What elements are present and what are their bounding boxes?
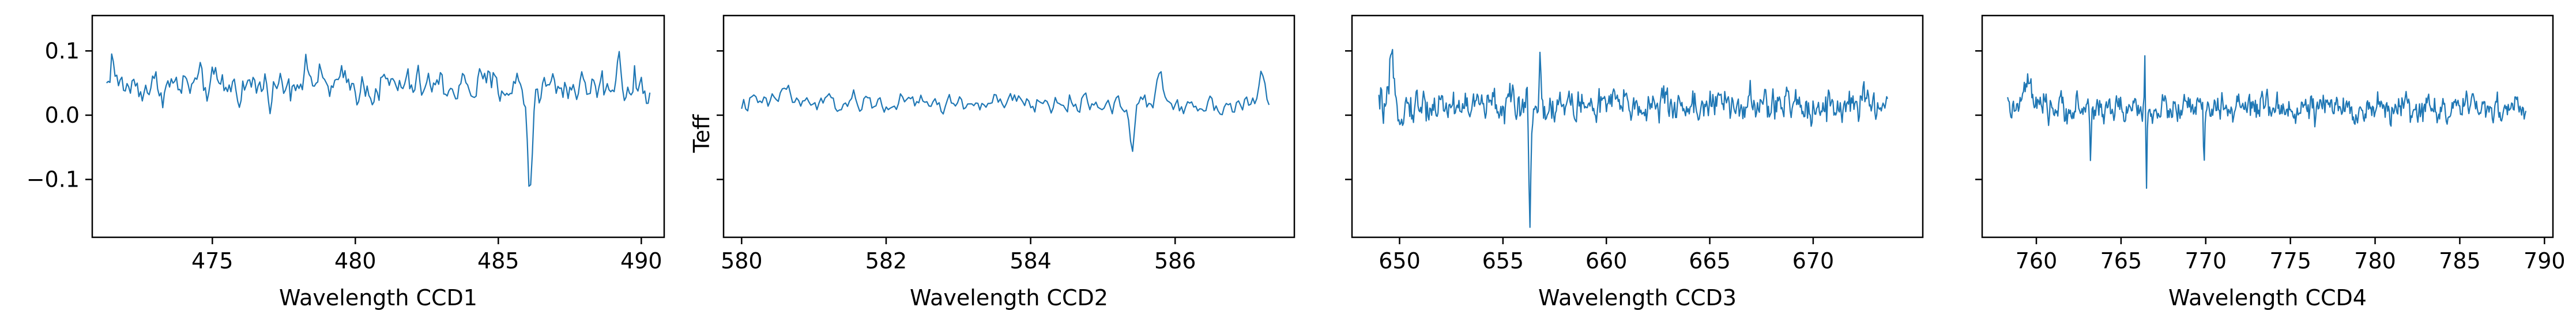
x-tick-label: 790 [2524,248,2566,274]
x-tick-label: 785 [2439,248,2481,274]
x-axis-label-ccd1: Wavelength CCD1 [279,285,477,310]
y-tick-label: 0.0 [45,103,80,128]
x-tick-label: 670 [1792,248,1835,274]
x-axis-label-ccd3: Wavelength CCD3 [1538,285,1737,310]
y-axis-label: Teff [689,114,714,153]
x-tick-label: 770 [2185,248,2227,274]
x-tick-label: 650 [1379,248,1421,274]
spectrum-line-ccd2 [741,70,1270,152]
y-tick-label: 0.1 [45,38,80,63]
axes-frame [1351,14,1924,238]
x-tick-label: 582 [865,248,907,274]
axes-frame [91,14,665,238]
x-tick-label: 775 [2269,248,2311,274]
x-tick-label: 490 [620,248,662,274]
spectrum-line-ccd4 [2007,55,2527,189]
x-tick-label: 655 [1482,248,1524,274]
x-tick-label: 485 [477,248,519,274]
x-tick-label: 780 [2354,248,2396,274]
x-tick-label: 584 [1010,248,1052,274]
x-tick-label: 765 [2100,248,2142,274]
x-axis-label-ccd2: Wavelength CCD2 [910,285,1108,310]
spectrum-line-ccd1 [106,51,651,187]
x-tick-label: 660 [1585,248,1628,274]
x-tick-label: 475 [191,248,234,274]
x-tick-label: 665 [1689,248,1731,274]
x-tick-label: 480 [334,248,376,274]
y-tick-label: −0.1 [27,167,80,192]
axes-frame [1981,14,2554,238]
x-tick-label: 760 [2016,248,2058,274]
panel-ccd4: 760 765 770 775 780 785 790 Wavelength CCD4 [1975,14,2566,310]
x-axis-label-ccd4: Wavelength CCD4 [2168,285,2367,310]
panel-ccd1: 475 480 485 490 −0.1 0.0 0.1 Wavelength CCD1 [27,14,665,310]
x-tick-label: 586 [1154,248,1196,274]
axes-frame [722,14,1295,238]
panel-ccd2: 580 582 584 586 Wavelength CCD2 [717,14,1295,310]
x-tick-label: 580 [721,248,763,274]
spectrum-line-ccd3 [1378,48,1889,228]
panel-ccd3: 650 655 660 665 670 Wavelength CCD3 [1345,14,1924,310]
